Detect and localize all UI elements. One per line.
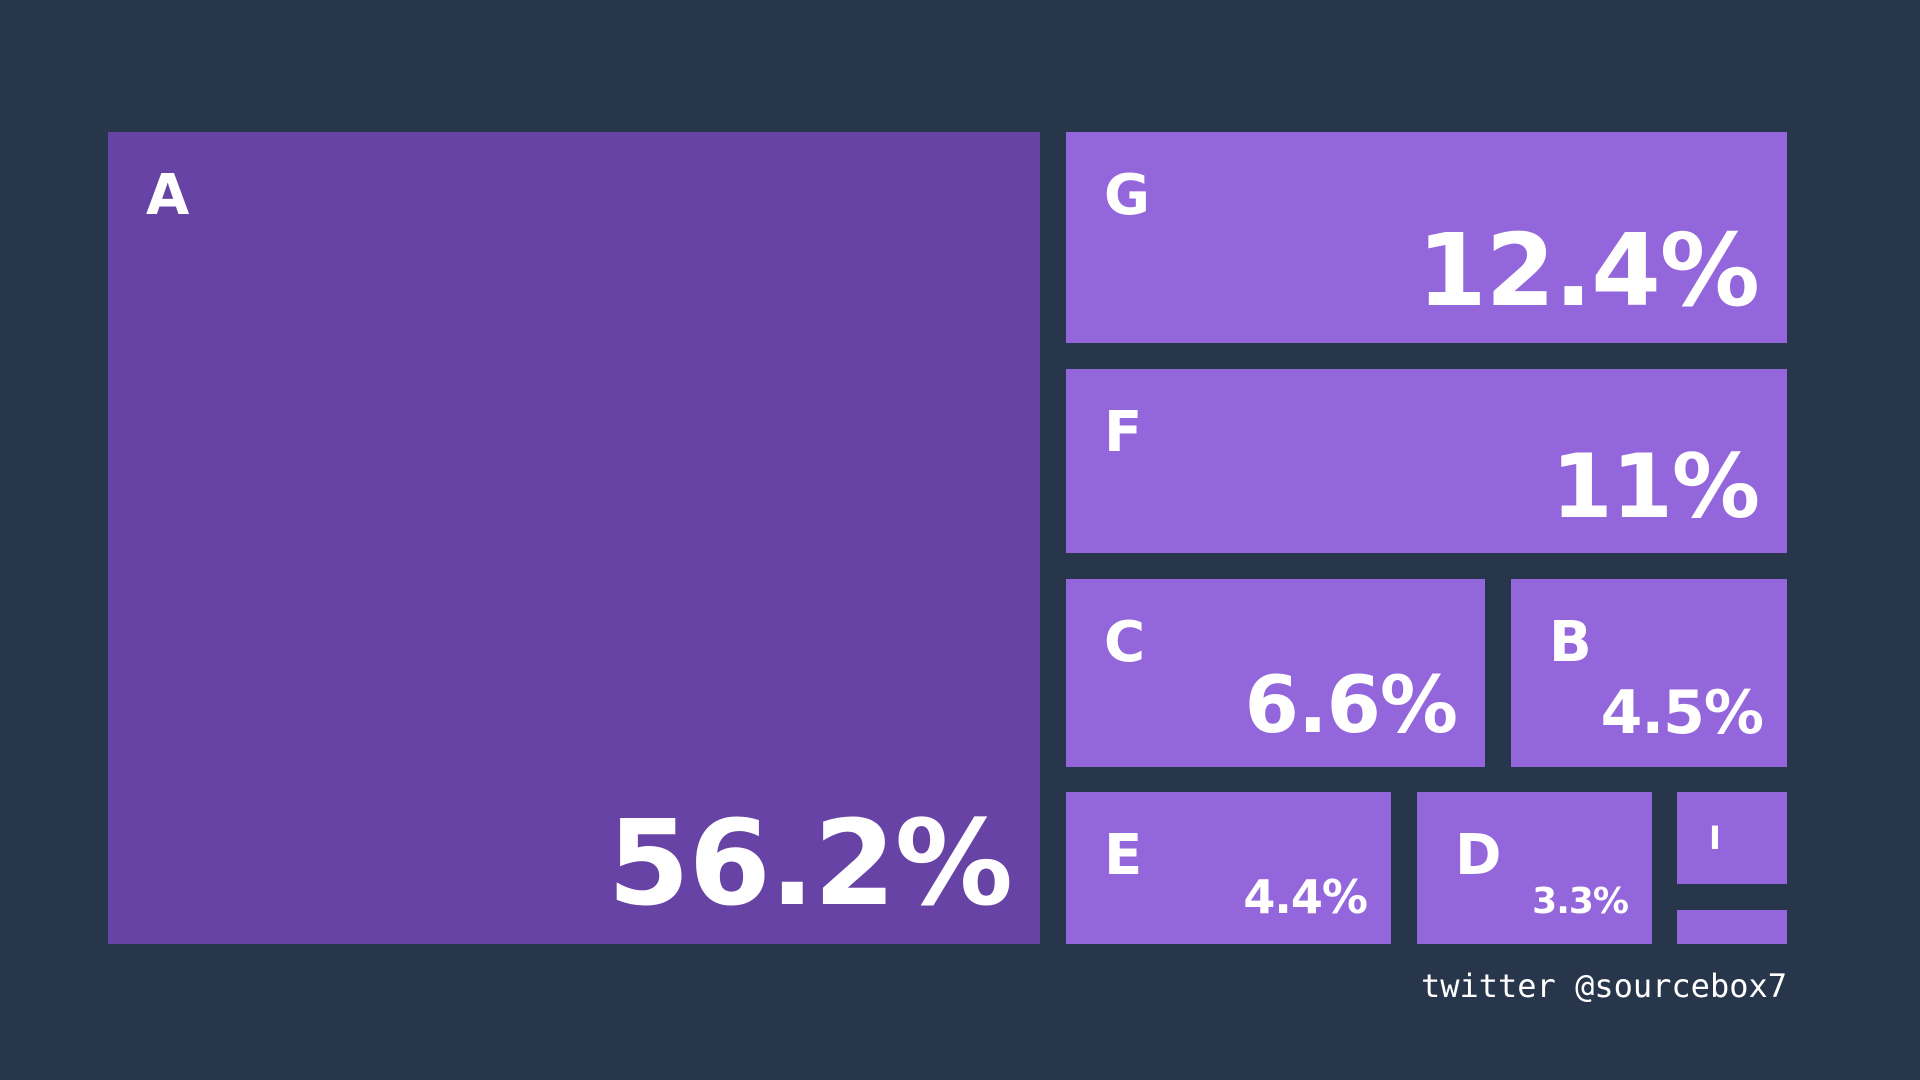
- tile-label: G: [1104, 163, 1150, 228]
- tile-value-label: 11%: [1551, 435, 1760, 538]
- treemap-tile-unlabeled: [1677, 910, 1787, 944]
- tile-value-label: 4.4%: [1243, 870, 1368, 924]
- tile-label: C: [1104, 610, 1146, 675]
- tile-label: D: [1455, 823, 1502, 888]
- tile-label: I: [1709, 819, 1721, 857]
- credit-text: twitter @sourcebox7: [1420, 967, 1787, 1005]
- tile-value-label: 56.2%: [607, 794, 1013, 932]
- tile-label: A: [146, 163, 190, 228]
- tile-value-label: 12.4%: [1417, 212, 1760, 329]
- treemap-tile-d: D 3.3%: [1417, 792, 1652, 944]
- treemap-tile-f: F 11%: [1066, 369, 1787, 553]
- treemap-tile-g: G 12.4%: [1066, 132, 1787, 343]
- treemap-tile-i: I: [1677, 792, 1787, 884]
- treemap-tile-b: B 4.5%: [1511, 579, 1787, 767]
- tile-value-label: 6.6%: [1244, 661, 1458, 751]
- tile-label: F: [1104, 400, 1143, 465]
- treemap-tile-a: A 56.2%: [108, 132, 1040, 944]
- tile-label: E: [1104, 823, 1143, 888]
- tile-label: B: [1549, 610, 1592, 675]
- tile-value-label: 3.3%: [1532, 881, 1629, 922]
- tile-value-label: 4.5%: [1600, 678, 1764, 748]
- treemap-tile-e: E 4.4%: [1066, 792, 1391, 944]
- treemap-tile-c: C 6.6%: [1066, 579, 1485, 767]
